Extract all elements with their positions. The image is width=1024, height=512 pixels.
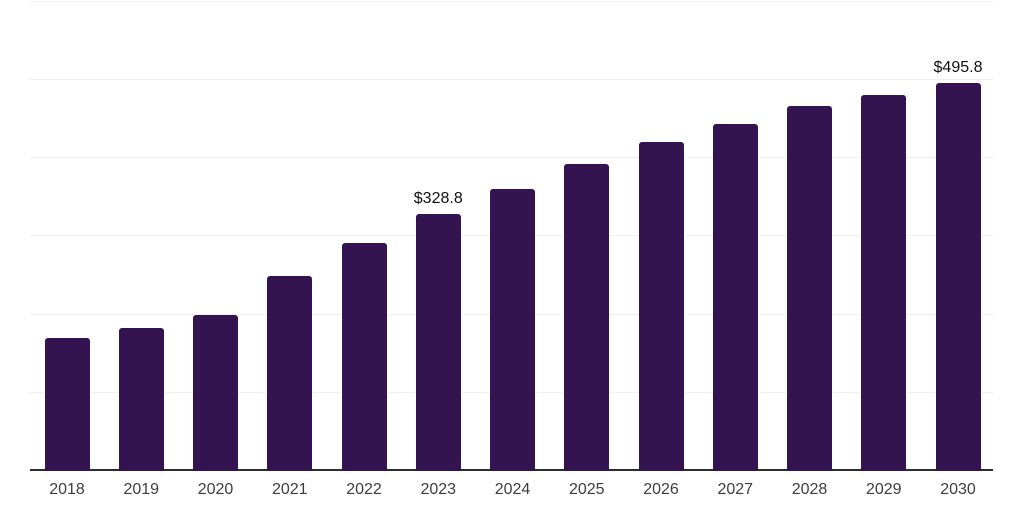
data-label-2023: $328.8 [413,189,463,207]
x-tick-2020: 2020 [197,481,234,498]
plot-area: $328.8 $495.8 [30,0,993,471]
bar-2025 [564,164,610,471]
x-tick-2029: 2029 [865,481,902,498]
bar-2023 [415,213,461,471]
x-tick-2028: 2028 [791,481,828,498]
gridline-500 [30,78,993,80]
gridline-400 [30,157,993,158]
bar-2029 [861,94,907,471]
x-tick-2023: 2023 [420,481,457,498]
bar-2028 [787,106,832,471]
bar-2030 [935,83,981,471]
x-tick-2026: 2026 [643,481,679,498]
x-tick-2022: 2022 [346,481,382,498]
bar-2026 [638,142,684,471]
bar-2021 [267,276,313,471]
x-axis-tick-labels: 2018 2019 2020 2021 2022 2023 2024 2025 2026 2027… [30,481,993,511]
bar-2022 [341,243,387,471]
bar-2024 [490,188,535,471]
data-label-2030: $495.8 [933,59,983,76]
gridline-600 [30,0,993,2]
x-tick-2030: 2030 [940,481,976,498]
x-tick-2025: 2025 [568,481,605,498]
bar-2027 [712,123,758,471]
x-tick-2027: 2027 [717,481,754,498]
bar-2018 [44,338,90,471]
x-tick-2021: 2021 [271,481,308,498]
x-tick-2024: 2024 [494,481,531,498]
x-tick-2018: 2018 [49,481,85,498]
bar-2020 [193,314,238,471]
x-tick-2019: 2019 [123,481,160,498]
bar-2019 [118,327,164,471]
